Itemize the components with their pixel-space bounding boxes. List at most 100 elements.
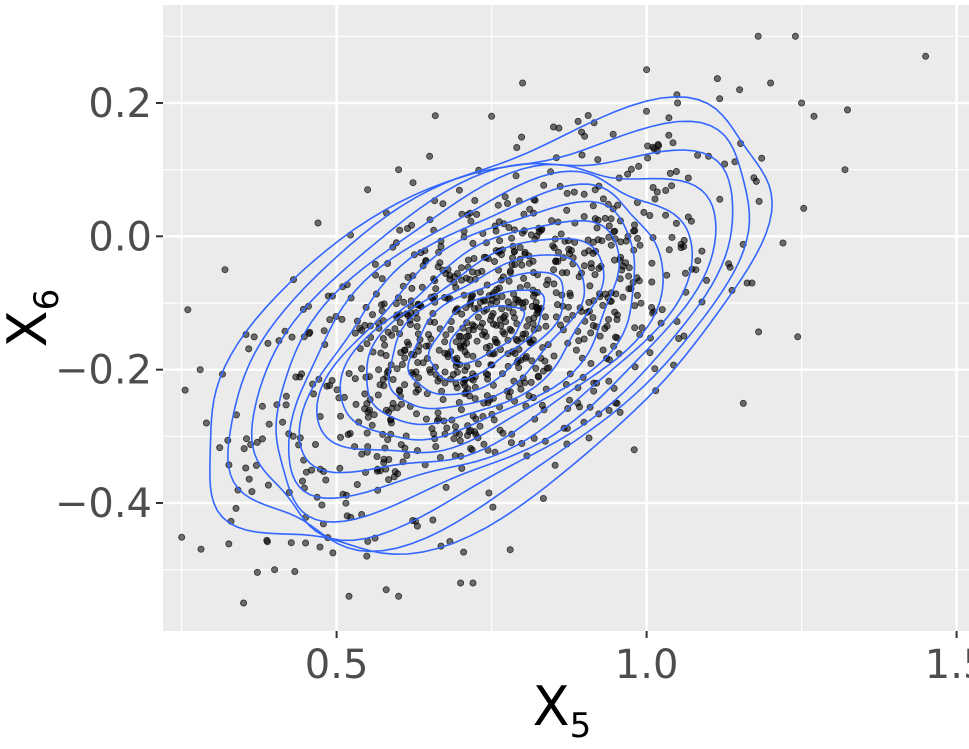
- data-point: [739, 399, 747, 407]
- data-point: [308, 466, 316, 474]
- data-point: [426, 152, 434, 160]
- data-point: [401, 444, 409, 452]
- x-axis-title-subscript: 5: [570, 706, 592, 746]
- data-point: [400, 346, 408, 354]
- data-point: [528, 302, 536, 310]
- data-point: [497, 322, 505, 330]
- data-point: [364, 186, 372, 194]
- data-point: [922, 52, 930, 60]
- data-point: [463, 431, 471, 439]
- density-contours: [209, 95, 773, 556]
- data-point: [810, 112, 818, 120]
- data-point: [520, 274, 528, 282]
- data-point: [593, 224, 601, 232]
- data-point: [698, 247, 706, 255]
- data-point: [460, 548, 468, 556]
- data-point: [526, 205, 534, 213]
- data-point: [492, 227, 500, 235]
- data-point: [282, 401, 290, 409]
- data-point: [694, 151, 702, 159]
- data-point: [258, 402, 266, 410]
- data-point: [636, 241, 644, 249]
- data-point: [471, 395, 479, 403]
- data-point: [363, 400, 371, 408]
- data-point: [638, 324, 646, 332]
- data-point: [480, 440, 488, 448]
- data-point: [798, 99, 806, 107]
- data-point: [680, 236, 688, 244]
- data-point: [643, 66, 651, 74]
- data-point: [398, 360, 406, 368]
- data-point: [434, 409, 442, 417]
- data-point: [346, 429, 354, 437]
- data-point: [197, 545, 205, 553]
- data-point: [419, 359, 427, 367]
- data-point: [441, 338, 449, 346]
- data-point: [684, 174, 692, 182]
- x-tick-label: 1.0: [615, 642, 679, 688]
- data-point: [599, 346, 607, 354]
- data-point: [298, 370, 306, 378]
- data-point: [532, 364, 540, 372]
- data-point: [441, 368, 449, 376]
- data-point: [589, 238, 597, 246]
- data-point: [382, 351, 390, 359]
- data-point: [607, 215, 615, 223]
- data-point: [253, 568, 261, 576]
- data-point: [519, 374, 527, 382]
- data-point: [265, 420, 273, 428]
- data-point: [441, 379, 449, 387]
- density-contour: [407, 271, 564, 396]
- data-point: [505, 393, 513, 401]
- data-point: [703, 276, 711, 284]
- data-point: [521, 298, 529, 306]
- data-point: [392, 300, 400, 308]
- data-point: [721, 160, 729, 168]
- y-axis-title-subscript: 6: [27, 289, 67, 311]
- data-point: [403, 451, 411, 459]
- data-point: [439, 200, 447, 208]
- data-point: [643, 107, 651, 115]
- data-point: [471, 428, 479, 436]
- data-point: [755, 197, 763, 205]
- data-point: [512, 335, 520, 343]
- data-point: [381, 341, 389, 349]
- data-point: [403, 224, 411, 232]
- data-point: [665, 114, 673, 122]
- data-point: [590, 387, 598, 395]
- data-point: [662, 186, 670, 194]
- data-point: [484, 371, 492, 379]
- density-contour: [315, 200, 636, 454]
- data-point: [452, 338, 460, 346]
- data-point: [662, 211, 670, 219]
- data-point: [302, 539, 310, 547]
- data-point: [414, 347, 422, 355]
- data-point: [432, 285, 440, 293]
- data-point: [361, 390, 369, 398]
- data-point: [584, 112, 592, 120]
- data-point: [322, 476, 330, 484]
- data-point: [442, 483, 450, 491]
- data-point: [572, 346, 580, 354]
- data-point: [585, 247, 593, 255]
- data-point: [373, 452, 381, 460]
- data-point: [442, 331, 450, 339]
- data-point: [184, 306, 192, 314]
- data-point: [648, 303, 656, 311]
- data-point: [501, 193, 509, 201]
- data-point: [542, 313, 550, 321]
- data-point: [352, 400, 360, 408]
- data-point: [463, 351, 471, 359]
- data-point: [794, 333, 802, 341]
- data-point: [596, 332, 604, 340]
- y-tick-label: −0.4: [55, 481, 152, 527]
- data-point: [363, 340, 371, 348]
- data-point: [388, 331, 396, 339]
- data-point: [548, 217, 556, 225]
- data-point: [518, 133, 526, 141]
- data-point: [401, 381, 409, 389]
- data-point: [631, 363, 639, 371]
- data-point: [587, 359, 595, 367]
- data-point: [439, 395, 447, 403]
- data-point: [503, 199, 511, 207]
